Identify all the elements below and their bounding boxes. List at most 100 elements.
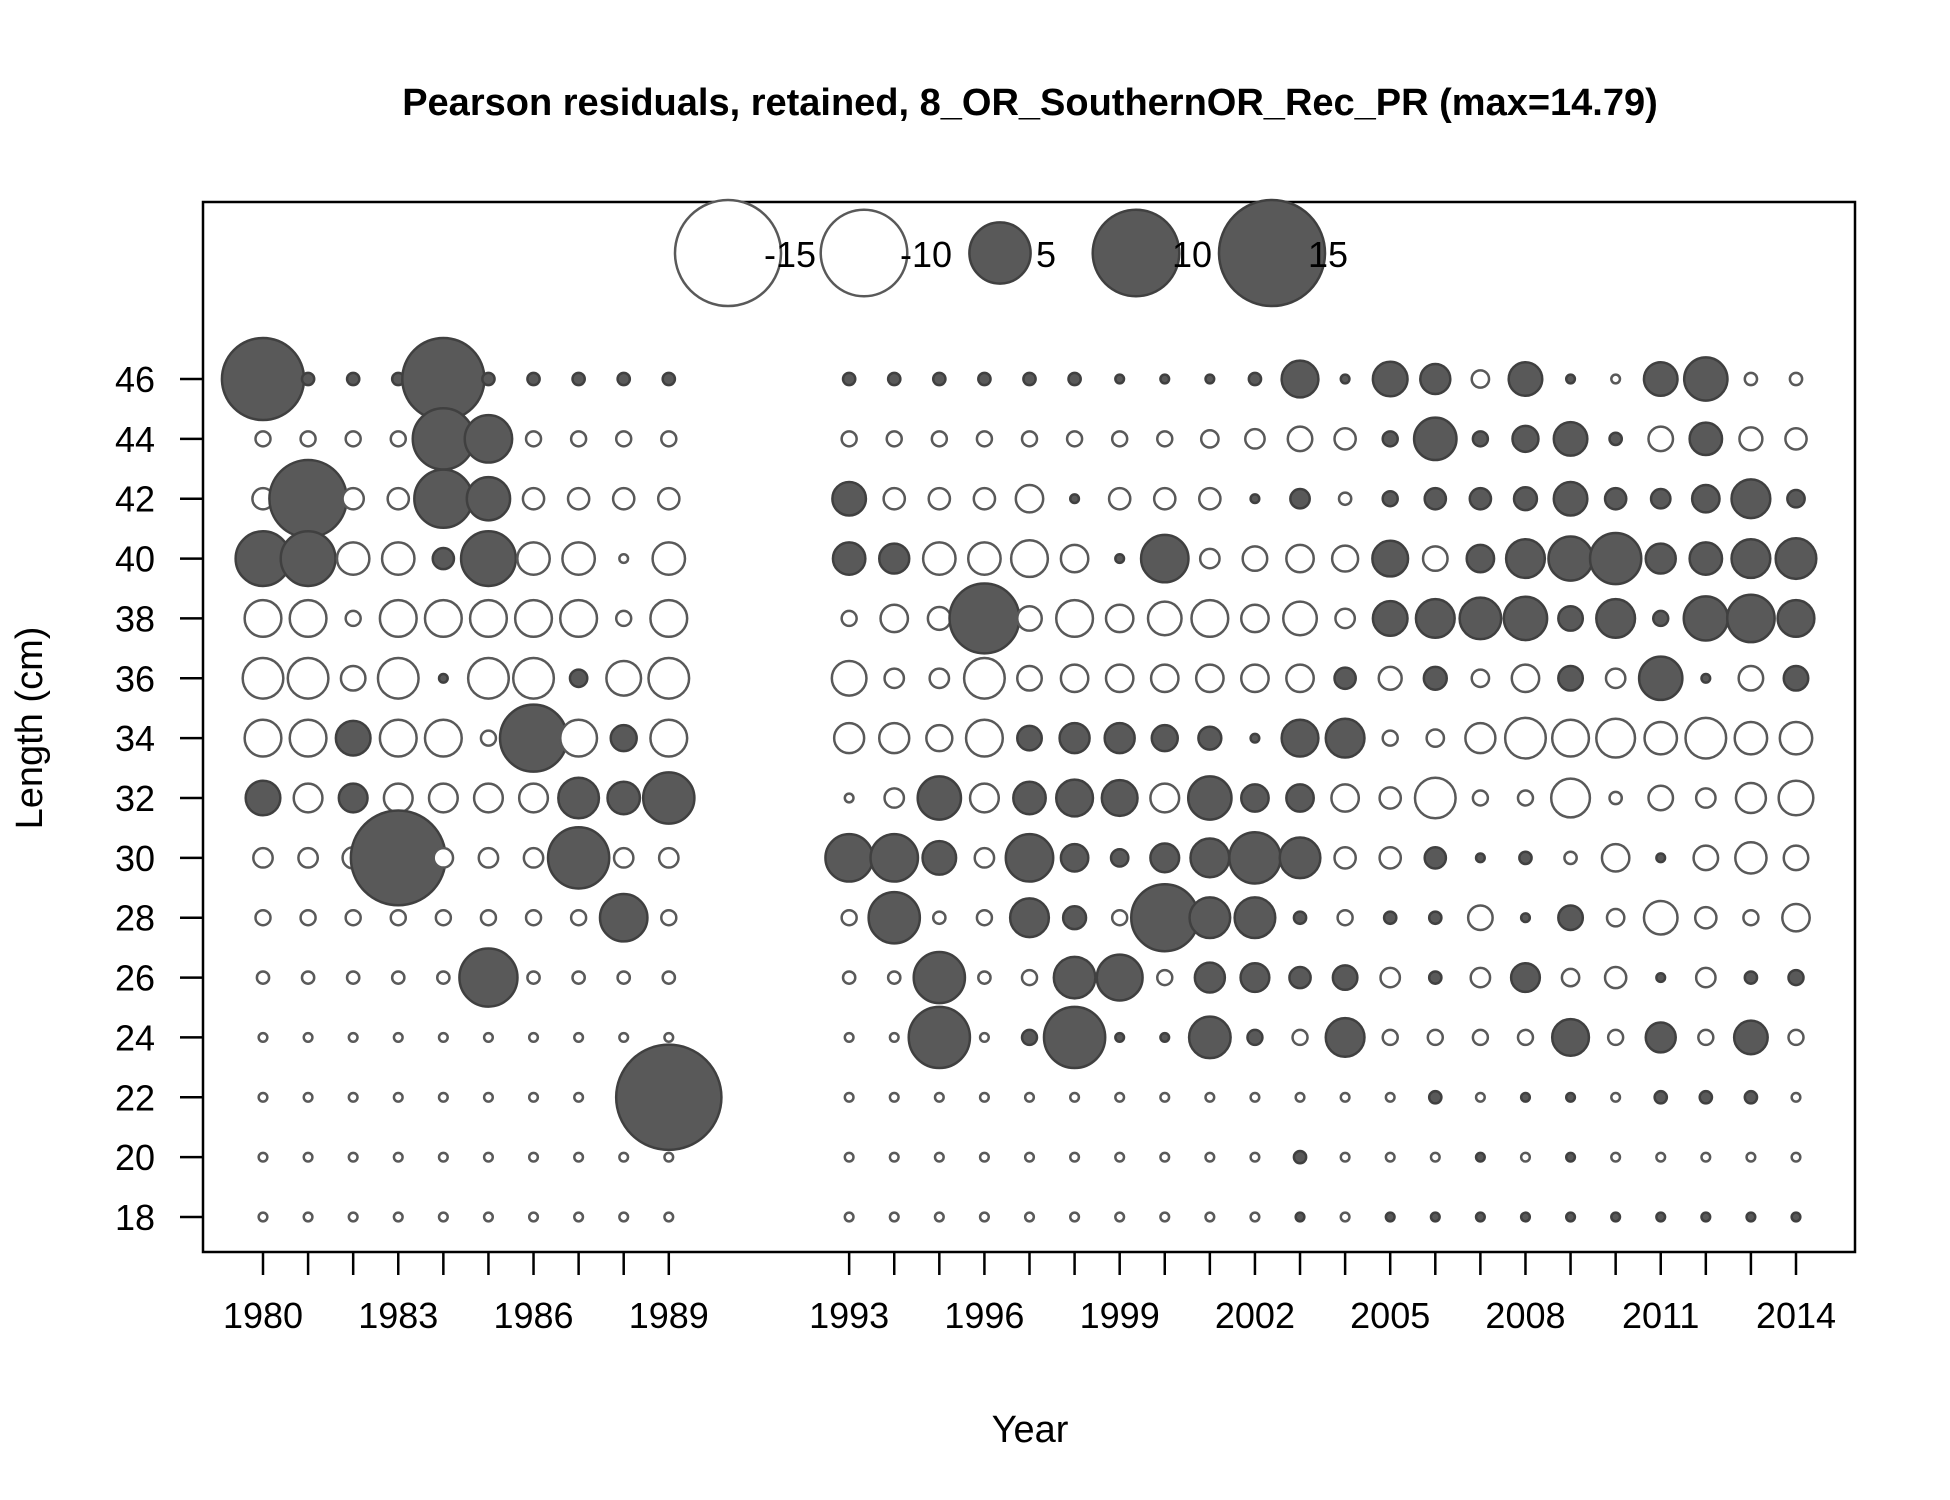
bubble-point: [1023, 1091, 1036, 1103]
chart-title: Pearson residuals, retained, 8_OR_Southe…: [402, 82, 1658, 124]
bubble-point: [964, 718, 1005, 758]
bubble-point: [1474, 1211, 1486, 1223]
bubble-point: [649, 598, 689, 639]
bubble-point: [1339, 373, 1351, 385]
bubble-point: [1466, 904, 1494, 932]
bubble-point: [511, 656, 556, 700]
bubble-point: [1790, 1151, 1802, 1163]
bubble-point: [968, 782, 1001, 814]
bubble-point: [1734, 841, 1768, 875]
bubble-point: [1159, 1091, 1171, 1103]
x-tick-label: 2014: [1756, 1295, 1836, 1336]
bubble-point: [1732, 1019, 1769, 1056]
bubble-point: [647, 656, 691, 700]
bubble-point: [1110, 908, 1129, 927]
bubble-point: [1199, 428, 1220, 449]
bubble-point: [972, 486, 997, 511]
bubble-point: [1422, 665, 1448, 691]
bubble-point: [1655, 1151, 1667, 1163]
bubble-point: [1189, 837, 1231, 879]
y-tick-label: 22: [115, 1077, 155, 1118]
bubble-point: [885, 430, 903, 448]
bubble-point: [1023, 1151, 1036, 1163]
bubble-point: [618, 552, 630, 565]
bubble-point: [479, 729, 498, 747]
bubble-point: [883, 787, 906, 809]
bubble-point: [1693, 905, 1718, 930]
bubble-point: [886, 970, 902, 985]
bubble-point: [1054, 778, 1095, 818]
bubble-point: [571, 970, 586, 985]
bubble-point: [468, 598, 509, 639]
bubble-point: [1095, 953, 1144, 1002]
bubble-point: [1470, 369, 1491, 389]
bubble-point: [1688, 541, 1724, 577]
bubble-point: [843, 1031, 855, 1044]
bubble-point: [1009, 538, 1050, 579]
legend-label: -10: [900, 234, 952, 275]
bubble-point: [1337, 491, 1353, 507]
bubble-point: [1470, 668, 1491, 689]
bubble-point: [1743, 970, 1759, 985]
bubble-point: [1188, 896, 1232, 940]
bubble-point: [389, 430, 408, 448]
bubble-point: [930, 430, 949, 448]
bubble-point: [524, 908, 543, 927]
bubble-point: [1734, 781, 1768, 815]
bubble-point: [1114, 1211, 1126, 1223]
bubble-point: [1564, 1151, 1577, 1163]
bubble-layer: [220, 336, 1818, 1223]
bubble-point: [392, 1211, 404, 1223]
bubble-point: [339, 664, 367, 692]
bubble-point: [1198, 547, 1221, 570]
bubble-point: [1776, 598, 1816, 639]
bubble-point: [1381, 729, 1399, 747]
bubble-point: [1324, 1016, 1366, 1059]
bubble-point: [1745, 1211, 1757, 1223]
bubble-point: [1790, 1091, 1802, 1103]
bubble-point: [344, 908, 362, 927]
bubble-point: [1564, 1091, 1577, 1103]
bubble-point: [390, 970, 406, 985]
bubble-point: [521, 486, 546, 511]
bubble-point: [479, 908, 498, 927]
bubble-point: [1100, 778, 1139, 818]
bubble-point: [241, 656, 285, 700]
bubble-point: [286, 656, 330, 700]
bubble-point: [526, 371, 541, 387]
bubble-point: [566, 486, 591, 511]
bubble-point: [1114, 1031, 1126, 1044]
bubble-point: [1294, 1211, 1306, 1223]
bubble-point: [434, 908, 453, 927]
bubble-point: [1787, 968, 1805, 987]
bubble-point: [867, 890, 922, 945]
bubble-point: [1042, 1005, 1107, 1070]
bubble-point: [378, 718, 418, 758]
bubble-point: [1204, 1091, 1216, 1103]
bubble-point: [382, 782, 414, 814]
bubble-point: [1016, 724, 1043, 752]
bubble-point: [1427, 970, 1443, 985]
bubble-point: [1249, 732, 1261, 744]
bubble-point: [1020, 1028, 1039, 1047]
bubble-point: [1204, 373, 1216, 385]
bubble-point: [966, 541, 1002, 577]
bubble-point: [1516, 1028, 1535, 1047]
y-tick-label: 32: [115, 778, 155, 819]
bubble-point: [824, 832, 875, 883]
bubble-point: [345, 970, 361, 985]
bubble-point: [1610, 1151, 1622, 1163]
bubble-point: [1198, 486, 1222, 511]
bubble-point: [477, 846, 500, 869]
bubble-point: [1653, 1089, 1669, 1105]
bubble-point: [1474, 1151, 1486, 1163]
bubble-point: [663, 1151, 675, 1163]
bubble-point: [843, 1151, 855, 1163]
bubble-point: [341, 486, 366, 511]
bubble-point: [335, 541, 371, 577]
y-axis-label: Length (cm): [9, 627, 51, 830]
bubble-point: [882, 486, 907, 511]
bubble-point: [1381, 1028, 1399, 1047]
bubble-point: [459, 529, 518, 588]
bubble-point: [1471, 1028, 1490, 1047]
